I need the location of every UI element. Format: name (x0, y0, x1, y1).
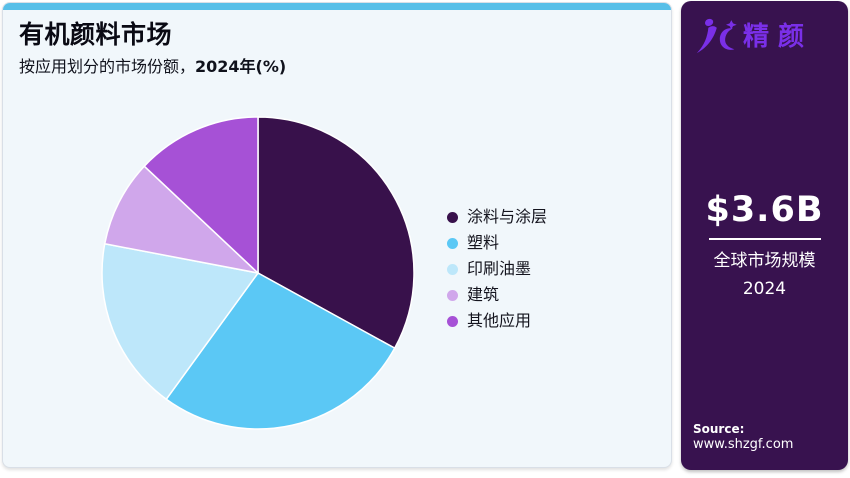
jc-figure-logo-icon (696, 18, 737, 54)
brand-block: 精颜 (693, 17, 813, 57)
pie-slice-建筑 (103, 165, 261, 275)
stat-divider (708, 237, 821, 240)
chart-card: 有机颜料市场 按应用划分的市场份额，2024年(%) 涂料与涂层塑料印刷油墨建筑… (2, 2, 672, 468)
source-block: Source: www.shzgf.com (693, 422, 793, 454)
legend-item: 其他应用 (447, 313, 547, 329)
chart-legend: 涂料与涂层塑料印刷油墨建筑其他应用 (447, 209, 547, 339)
source-heading: Source: (693, 421, 745, 436)
legend-item: 涂料与涂层 (447, 209, 547, 225)
pie-slice-印刷油墨 (101, 242, 260, 401)
pie-slice-涂料与涂层 (257, 116, 415, 350)
market-size-value: $3.6B (705, 190, 824, 230)
legend-label: 涂料与涂层 (467, 207, 548, 226)
card-header: 有机颜料市场 按应用划分的市场份额，2024年(%) (19, 20, 286, 76)
legend-swatch (447, 211, 458, 223)
source-url[interactable]: www.shzgf.com (693, 437, 794, 453)
legend-swatch (447, 315, 458, 327)
page-title: 有机颜料市场 (19, 20, 173, 49)
legend-item: 印刷油墨 (447, 261, 547, 277)
legend-swatch (447, 237, 458, 249)
legend-label: 塑料 (467, 233, 500, 252)
legend-item: 建筑 (447, 287, 547, 303)
pie-chart-svg (101, 116, 415, 430)
legend-swatch (447, 263, 458, 275)
market-size-label: 全球市场规模 (713, 250, 816, 271)
brand-sidebar: 精颜 $3.6B 全球市场规模 2024 Source: www.shzgf.c… (681, 1, 848, 470)
subtitle-regular: 按应用划分的市场份额， (19, 56, 196, 76)
pie-slice-塑料 (165, 272, 396, 430)
card-top-accent-bar (3, 3, 671, 10)
legend-item: 塑料 (447, 235, 547, 251)
pie-slice-其他应用 (143, 116, 259, 275)
legend-swatch (447, 289, 458, 301)
market-size-stat: $3.6B 全球市场规模 2024 (681, 191, 848, 302)
subtitle-year: 2024年(%) (195, 56, 287, 76)
legend-label: 其他应用 (467, 311, 532, 330)
pie-chart (98, 113, 418, 433)
legend-label: 印刷油墨 (467, 259, 532, 278)
page-subtitle: 按应用划分的市场份额，2024年(%) (19, 57, 286, 76)
legend-label: 建筑 (467, 285, 500, 304)
market-size-year: 2024 (742, 279, 787, 300)
brand-name: 精颜 (743, 22, 814, 52)
